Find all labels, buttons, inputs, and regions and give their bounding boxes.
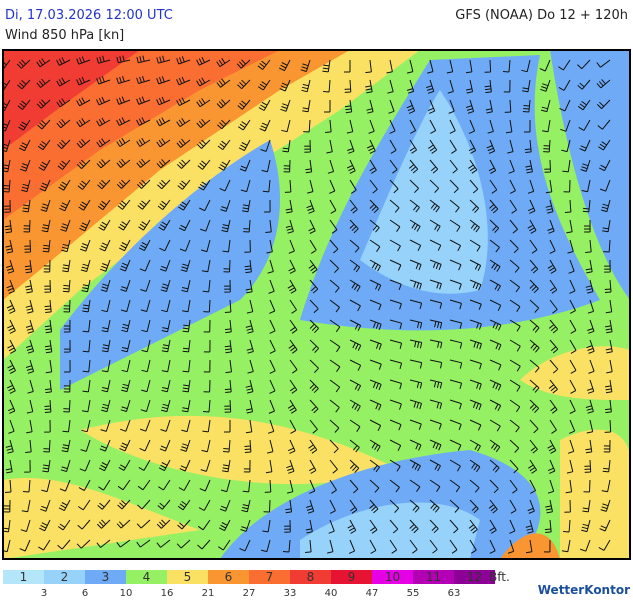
legend-knot-label: 6 (82, 588, 88, 599)
wind-barbs (3, 55, 613, 554)
legend-knot-label: 63 (448, 588, 461, 599)
legend-knot-label: 27 (243, 588, 256, 599)
legend-knot-label: 55 (407, 588, 420, 599)
legend-class-label: 7 (266, 570, 274, 584)
legend-knot-label: 10 (120, 588, 133, 599)
legend-knot-label: 33 (284, 588, 297, 599)
legend-knot-label: 16 (161, 588, 174, 599)
legend-knot-label: 21 (202, 588, 215, 599)
legend-class-label: 2 (61, 570, 69, 584)
legend-class-label: 11 (426, 570, 441, 584)
legend-swatch (290, 570, 331, 584)
date-label: Di, 17.03.2026 12:00 UTC (5, 8, 173, 23)
legend-swatch (208, 570, 249, 584)
legend-knot-label: 47 (366, 588, 379, 599)
legend-swatch (126, 570, 167, 584)
legend-knot-label: 3 (41, 588, 47, 599)
legend-class-label: 6 (225, 570, 233, 584)
legend-swatch (372, 570, 413, 584)
legend-class-label: 3 (102, 570, 110, 584)
legend-swatch (3, 570, 44, 584)
legend-class-label: 10 (385, 570, 400, 584)
legend-class-label: 9 (348, 570, 356, 584)
legend-swatch (249, 570, 290, 584)
map (3, 50, 630, 559)
legend-class-label: 1 (20, 570, 28, 584)
legend-class-label: 12 (467, 570, 482, 584)
legend-swatch (331, 570, 372, 584)
legend-swatch (44, 570, 85, 584)
legend-unit: Bft. (489, 570, 510, 584)
legend-swatch (85, 570, 126, 584)
legend-knot-label: 40 (325, 588, 338, 599)
legend-swatch (167, 570, 208, 584)
legend-class-label: 8 (307, 570, 315, 584)
model-label: GFS (NOAA) Do 12 + 120h (455, 8, 628, 23)
map-frame (2, 49, 631, 560)
parameter-label: Wind 850 hPa [kn] (5, 28, 124, 43)
legend-class-label: 5 (184, 570, 192, 584)
legend-swatch (413, 570, 454, 584)
legend-class-label: 4 (143, 570, 151, 584)
legend-swatch (454, 570, 495, 584)
logo: WetterKontor (538, 583, 630, 597)
